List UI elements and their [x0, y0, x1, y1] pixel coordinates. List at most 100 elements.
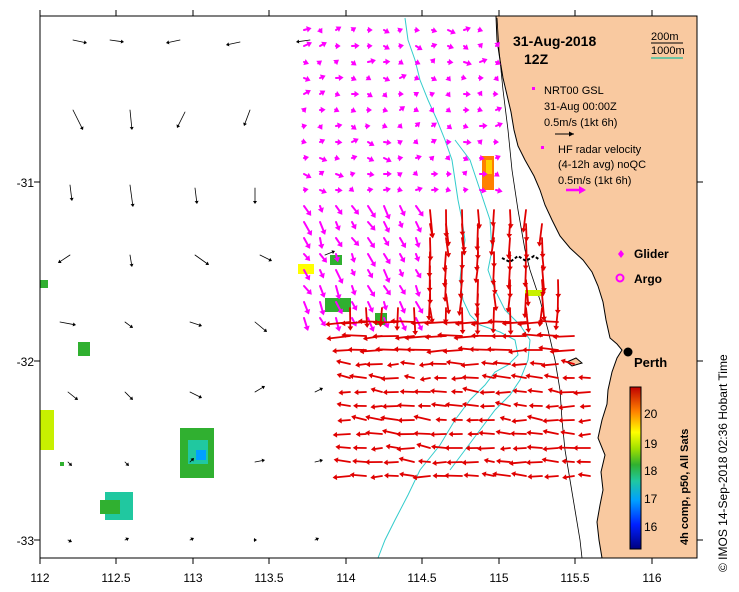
hf-arrow-magenta	[399, 253, 406, 263]
hf-arrow-magenta	[335, 172, 344, 179]
perth-marker	[623, 347, 633, 357]
hf-arrow-magenta	[415, 301, 424, 314]
hf-arrow-magenta	[415, 221, 422, 233]
hf-arrow-magenta	[397, 27, 403, 34]
hf-arrow-red	[470, 332, 495, 339]
hf-arrow-red	[445, 237, 452, 258]
gsl-arrow	[58, 254, 71, 263]
gsl-title: NRT00 GSL	[544, 85, 604, 97]
hf-arrow-red	[399, 471, 415, 478]
hf-arrow-red	[424, 334, 447, 340]
hf-arrow-red	[462, 386, 479, 393]
hf-arrow-magenta	[396, 172, 403, 178]
hf-arrow-magenta	[302, 186, 309, 194]
hf-arrow-magenta	[351, 90, 360, 98]
hf-arrow-red	[355, 361, 367, 368]
hf-arrow-magenta	[399, 73, 407, 80]
hf-arrow-magenta	[431, 138, 437, 145]
isobath-200-label: 200m	[651, 31, 679, 43]
hf-arrow-red	[370, 403, 383, 410]
hf-arrow-red	[396, 431, 415, 438]
hf-arrow-red	[426, 348, 447, 355]
hf-arrow-magenta	[495, 154, 501, 161]
hf-arrow-magenta	[415, 44, 423, 51]
hf-arrow-magenta	[367, 140, 375, 147]
hf-arrow-red	[442, 319, 463, 326]
hf-arrow-magenta	[367, 91, 373, 98]
hf-arrow-red	[399, 359, 415, 366]
hf-arrow-magenta	[364, 123, 371, 130]
hf-arrow-red	[513, 401, 527, 408]
hf-arrow-red	[529, 360, 543, 367]
gsl-arrow	[124, 321, 133, 328]
hf-arrow-magenta	[429, 58, 436, 64]
hf-arrow-magenta	[495, 106, 503, 113]
hf-arrow-magenta	[412, 138, 419, 145]
hf-arrow-magenta	[399, 317, 407, 332]
hf-arrow-red	[490, 307, 497, 334]
hf-arrow-magenta	[397, 155, 404, 162]
hf-arrow-magenta	[494, 42, 500, 48]
hf-arrow-magenta	[477, 42, 483, 49]
hf-arrow-magenta	[398, 43, 404, 50]
hf-arrow-magenta	[366, 42, 373, 50]
hf-arrow-magenta	[399, 237, 407, 249]
gsl-arrow	[67, 391, 78, 400]
hf-arrow-red	[517, 320, 543, 327]
hf-arrow-red	[479, 403, 495, 410]
hf-arrow-red	[501, 333, 527, 340]
hf-arrow-magenta	[413, 106, 420, 113]
hf-arrow-red	[432, 460, 447, 466]
hf-arrow-magenta	[351, 137, 359, 144]
hf-arrow-red	[377, 307, 384, 328]
hf-arrow-magenta	[367, 301, 374, 313]
hf-arrow-magenta	[383, 285, 391, 296]
hf-arrow-red	[541, 457, 559, 463]
hf-arrow-red	[480, 360, 495, 366]
hf-arrow-magenta	[493, 171, 500, 177]
hf-arrow-magenta	[461, 74, 467, 81]
gsl-arrow	[324, 250, 335, 256]
hf-arrow-magenta	[351, 154, 358, 161]
hf-arrow-magenta	[317, 124, 323, 130]
hf-arrow-red	[337, 417, 351, 424]
hf-arrow-magenta	[415, 269, 422, 279]
hf-arrow-magenta	[398, 90, 404, 98]
hf-arrow-red	[499, 415, 511, 422]
hf-arrow-magenta	[415, 186, 423, 193]
hf-arrow-red	[474, 307, 481, 335]
glider-track	[501, 254, 541, 264]
hf-arrow-magenta	[463, 155, 469, 162]
hf-arrow-magenta	[493, 138, 499, 146]
hf-arrow-red	[445, 293, 452, 315]
hf-arrow-red	[383, 459, 399, 466]
glider-marker	[618, 250, 624, 258]
hf-arrow-magenta	[318, 170, 325, 177]
argo-label: Argo	[634, 272, 662, 286]
perth-marker-group: Perth	[623, 347, 667, 370]
hf-arrow-red	[394, 307, 401, 331]
hf-arrow-magenta	[431, 75, 438, 82]
hf-arrow-magenta	[463, 90, 471, 98]
hf-arrow-red	[413, 414, 431, 421]
colorbar-tick: 18	[644, 464, 658, 478]
hf-arrow-red	[365, 430, 383, 436]
land-mass	[495, 15, 698, 559]
hf-arrow-red	[483, 457, 495, 464]
hf-arrow-red	[465, 445, 479, 452]
hf-arrow-magenta	[383, 44, 390, 50]
hf-arrow-magenta	[335, 301, 344, 315]
sst-patches	[40, 156, 543, 520]
gsl-arrow	[259, 254, 272, 262]
hf-arrow-red	[444, 472, 463, 479]
hf-arrow-red	[372, 319, 399, 326]
hf-arrow-magenta	[367, 171, 375, 178]
hf-arrow-magenta	[303, 269, 311, 281]
gsl-legend: NRT00 GSL 31-Aug 00:00Z 0.5m/s (1kt 6h)	[532, 85, 617, 137]
gsl-arrow	[189, 537, 194, 542]
hf-arrow-magenta	[367, 221, 376, 231]
hf-arrow-magenta	[446, 123, 453, 130]
hf-arrow-red	[494, 400, 511, 407]
hf-arrow-red	[413, 430, 431, 437]
gsl-arrow	[254, 321, 267, 332]
